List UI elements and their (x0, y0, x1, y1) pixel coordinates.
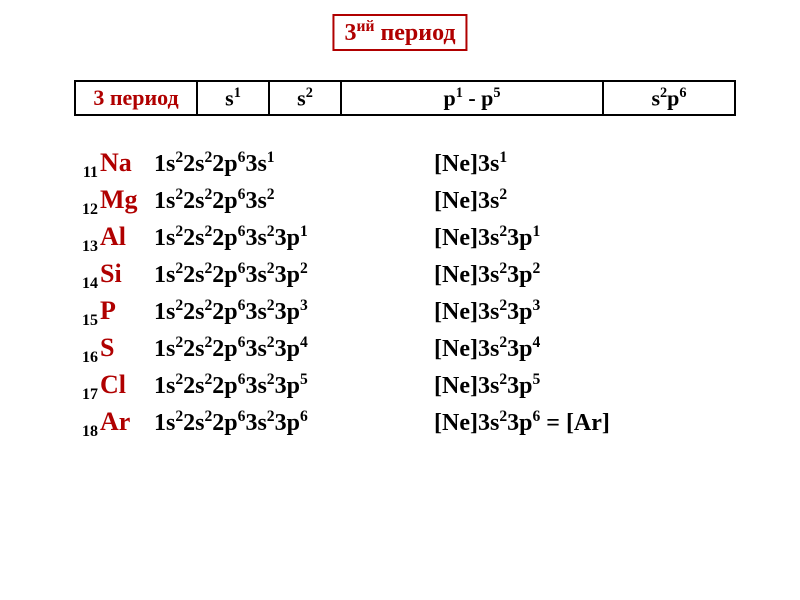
element-row: 17 Cl 1s22s22p63s23p5 [Ne]3s23p5 (74, 370, 744, 400)
noble-gas-config: [Ne]3s23p6 = [Ar] (434, 408, 610, 437)
full-config: 1s22s22p63s23p2 (154, 260, 434, 289)
slide-title: 3ий период (332, 14, 467, 51)
element-symbol: Cl (98, 370, 154, 400)
element-row: 18 Ar 1s22s22p63s23p6 [Ne]3s23p6 = [Ar] (74, 407, 744, 437)
element-symbol: P (98, 296, 154, 326)
atomic-number: 15 (74, 312, 98, 330)
full-config: 1s22s22p63s23p4 (154, 334, 434, 363)
atomic-number: 14 (74, 275, 98, 293)
atomic-number: 13 (74, 238, 98, 256)
element-symbol: Mg (98, 185, 154, 215)
full-config: 1s22s22p63s2 (154, 186, 434, 215)
noble-gas-config: [Ne]3s23p4 (434, 334, 540, 363)
atomic-number: 17 (74, 386, 98, 404)
element-row: 11 Na 1s22s22p63s1 [Ne]3s1 (74, 148, 744, 178)
element-symbol: Ar (98, 407, 154, 437)
element-symbol: S (98, 333, 154, 363)
element-row: 15 P 1s22s22p63s23p3 [Ne]3s23p3 (74, 296, 744, 326)
full-config: 1s22s22p63s23p6 (154, 408, 434, 437)
noble-gas-config: [Ne]3s23p3 (434, 297, 540, 326)
atomic-number: 11 (74, 164, 98, 182)
header-cell-s2: s2 (269, 81, 341, 115)
noble-gas-config: [Ne]3s2 (434, 186, 507, 215)
noble-gas-config: [Ne]3s23p1 (434, 223, 540, 252)
full-config: 1s22s22p63s1 (154, 149, 434, 178)
element-symbol: Al (98, 222, 154, 252)
header-cell-s2p6: s2p6 (603, 81, 735, 115)
header-cell-s1: s1 (197, 81, 269, 115)
header-period-label: 3 период (75, 81, 197, 115)
element-symbol: Si (98, 259, 154, 289)
full-config: 1s22s22p63s23p5 (154, 371, 434, 400)
element-row: 12 Mg 1s22s22p63s2 [Ne]3s2 (74, 185, 744, 215)
noble-gas-config: [Ne]3s1 (434, 149, 507, 178)
element-row: 16 S 1s22s22p63s23p4 [Ne]3s23p4 (74, 333, 744, 363)
noble-gas-config: [Ne]3s23p5 (434, 371, 540, 400)
atomic-number: 12 (74, 201, 98, 219)
orbital-header-table: 3 период s1 s2 p1 - p5 s2p6 (74, 80, 736, 116)
element-row: 13 Al 1s22s22p63s23p1 [Ne]3s23p1 (74, 222, 744, 252)
full-config: 1s22s22p63s23p3 (154, 297, 434, 326)
header-cell-p: p1 - p5 (341, 81, 603, 115)
atomic-number: 18 (74, 423, 98, 441)
atomic-number: 16 (74, 349, 98, 367)
element-row: 14 Si 1s22s22p63s23p2 [Ne]3s23p2 (74, 259, 744, 289)
noble-gas-config: [Ne]3s23p2 (434, 260, 540, 289)
full-config: 1s22s22p63s23p1 (154, 223, 434, 252)
element-symbol: Na (98, 148, 154, 178)
elements-list: 11 Na 1s22s22p63s1 [Ne]3s1 12 Mg 1s22s22… (74, 148, 744, 444)
